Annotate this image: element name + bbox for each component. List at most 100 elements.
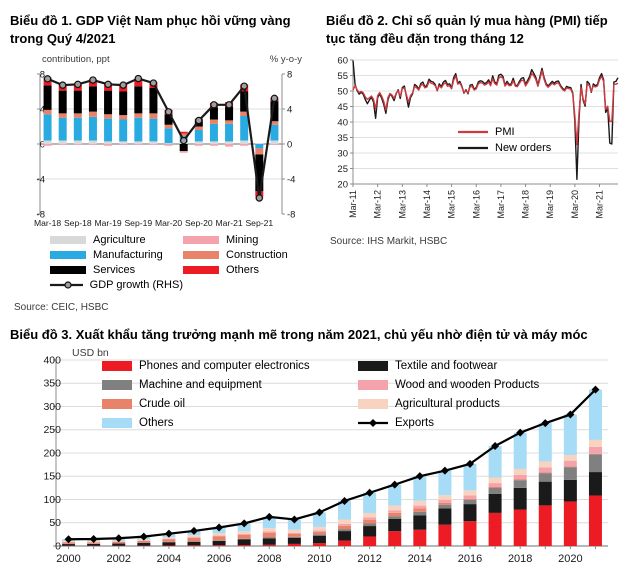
svg-text:-4: -4 xyxy=(37,174,45,185)
legend-swatch-others xyxy=(183,266,219,274)
legend-swatch-others xyxy=(102,418,132,428)
legend-label: Wood and wooden Products xyxy=(395,379,540,391)
svg-text:50: 50 xyxy=(49,517,61,529)
svg-text:4: 4 xyxy=(287,104,292,115)
svg-text:Mar-11: Mar-11 xyxy=(348,190,358,218)
svg-text:0: 0 xyxy=(55,540,61,552)
svg-text:2016: 2016 xyxy=(458,553,482,565)
legend-item-textile-and-footwear: Textile and footwear xyxy=(358,360,539,372)
svg-text:4: 4 xyxy=(40,104,45,115)
legend-label: Textile and footwear xyxy=(395,360,498,372)
svg-text:2002: 2002 xyxy=(106,553,130,565)
top-charts-row: Biểu đồ 1. GDP Việt Nam phục hồi vững và… xyxy=(10,6,633,313)
svg-text:200: 200 xyxy=(43,447,61,459)
legend-label: Mining xyxy=(226,234,259,246)
legend-label: GDP growth (RHS) xyxy=(89,279,183,291)
svg-text:Mar-15: Mar-15 xyxy=(447,190,457,219)
legend-item-manufacturing: Manufacturing xyxy=(50,248,183,262)
svg-text:2008: 2008 xyxy=(257,553,281,565)
svg-text:35: 35 xyxy=(337,133,348,144)
svg-text:20: 20 xyxy=(337,179,348,190)
legend-label: Machine and equipment xyxy=(139,379,262,391)
svg-text:Mar-18: Mar-18 xyxy=(521,190,531,219)
svg-text:40: 40 xyxy=(337,117,348,128)
svg-text:Mar-18: Mar-18 xyxy=(34,218,61,228)
svg-text:2000: 2000 xyxy=(56,553,80,565)
legend-item-new-orders: New orders xyxy=(458,142,551,154)
svg-text:Mar-14: Mar-14 xyxy=(422,190,432,219)
legend-swatch-phones-and-computer-electronics xyxy=(102,361,132,371)
chart2-title: Biểu đồ 2. Chỉ số quản lý mua hàng (PMI)… xyxy=(326,13,608,46)
legend-swatch-wood-and-wooden-products xyxy=(358,380,388,390)
svg-text:2018: 2018 xyxy=(508,553,532,565)
svg-text:Mar-20: Mar-20 xyxy=(155,218,182,228)
legend-label: Agricultural products xyxy=(395,398,500,410)
chart3-exports: Biểu đồ 3. Xuất khẩu tăng trưởng mạnh mẽ… xyxy=(10,327,633,585)
chart2-source: Source: IHS Markit, HSBC xyxy=(330,236,448,247)
chart1-legend: Agriculture Mining Manufacturing Constructi… xyxy=(50,233,326,292)
svg-text:2020: 2020 xyxy=(558,553,582,565)
legend-swatch-machine-and-equipment xyxy=(102,380,132,390)
chart2-legend: PMI New orders xyxy=(458,126,551,154)
svg-text:Mar-21: Mar-21 xyxy=(595,190,605,219)
svg-text:25: 25 xyxy=(337,164,348,175)
svg-text:2006: 2006 xyxy=(207,553,231,565)
legend-item-crude-oil: Crude oil xyxy=(102,398,358,410)
svg-text:-8: -8 xyxy=(287,209,295,220)
svg-text:Mar-21: Mar-21 xyxy=(215,218,242,228)
chart3-legend: Phones and computer electronics Textile a… xyxy=(102,360,539,429)
chart2-plot: 60 55 50 45 40 35 30 25 20 Mar-11 Mar-12 Mar-13 Mar-… xyxy=(326,54,633,226)
svg-text:100: 100 xyxy=(43,494,61,506)
legend-item-pmi: PMI xyxy=(458,126,551,138)
legend-item-construction: Construction xyxy=(183,248,326,262)
legend-swatch-mining xyxy=(183,236,219,244)
svg-text:-8: -8 xyxy=(37,209,45,220)
legend-item-phones-and-computer-electronics: Phones and computer electronics xyxy=(102,360,358,372)
svg-text:Mar-19: Mar-19 xyxy=(94,218,121,228)
svg-text:2012: 2012 xyxy=(357,553,381,565)
legend-item-mining: Mining xyxy=(183,233,326,247)
legend-label: Construction xyxy=(226,249,288,261)
svg-text:150: 150 xyxy=(43,471,61,483)
legend-swatch-manufacturing xyxy=(50,251,86,259)
legend-swatch-agriculture xyxy=(50,236,86,244)
legend-swatch-agricultural-products xyxy=(358,399,388,409)
legend-label: Exports xyxy=(395,417,434,429)
legend-item-agricultural-products: Agricultural products xyxy=(358,398,539,410)
svg-text:Sep-21: Sep-21 xyxy=(245,218,273,228)
svg-text:2004: 2004 xyxy=(157,553,181,565)
svg-text:Mar-16: Mar-16 xyxy=(471,190,481,219)
chart3-title: Biểu đồ 3. Xuất khẩu tăng trưởng mạnh mẽ… xyxy=(10,327,588,342)
chart1-title: Biểu đồ 1. GDP Việt Nam phục hồi vững và… xyxy=(10,13,291,46)
svg-text:Sep-19: Sep-19 xyxy=(124,218,152,228)
svg-text:60: 60 xyxy=(337,55,348,66)
chart1-axis-units: contribution, ppt % y-o-y xyxy=(10,54,326,66)
legend-swatch-pmi xyxy=(458,130,488,134)
legend-item-others: Others xyxy=(183,263,326,277)
svg-text:Mar-13: Mar-13 xyxy=(397,190,407,219)
legend-label: Manufacturing xyxy=(93,249,163,261)
legend-label: New orders xyxy=(495,142,552,154)
legend-item-exports: Exports xyxy=(358,417,539,429)
legend-label: Crude oil xyxy=(139,398,186,410)
legend-label: Services xyxy=(93,264,136,276)
svg-text:30: 30 xyxy=(337,148,348,159)
legend-swatch-crude-oil xyxy=(102,399,132,409)
chart1-source: Source: CEIC, HSBC xyxy=(14,302,109,313)
legend-label: Others xyxy=(139,417,174,429)
chart3-plot: USD bn 400 350 300 250 200 150 100 50 0 2000 2002 2… xyxy=(10,344,633,574)
svg-text:55: 55 xyxy=(337,71,348,82)
svg-text:8: 8 xyxy=(287,69,292,80)
svg-text:350: 350 xyxy=(43,378,61,390)
legend-swatch-gdp-growth-rhs- xyxy=(50,281,83,289)
svg-text:Mar-20: Mar-20 xyxy=(570,190,580,219)
legend-item-wood-and-wooden-products: Wood and wooden Products xyxy=(358,379,539,391)
legend-label: Others xyxy=(226,264,260,276)
svg-text:250: 250 xyxy=(43,424,61,436)
legend-swatch-textile-and-footwear xyxy=(358,361,388,371)
legend-item-services: Services xyxy=(50,263,183,277)
